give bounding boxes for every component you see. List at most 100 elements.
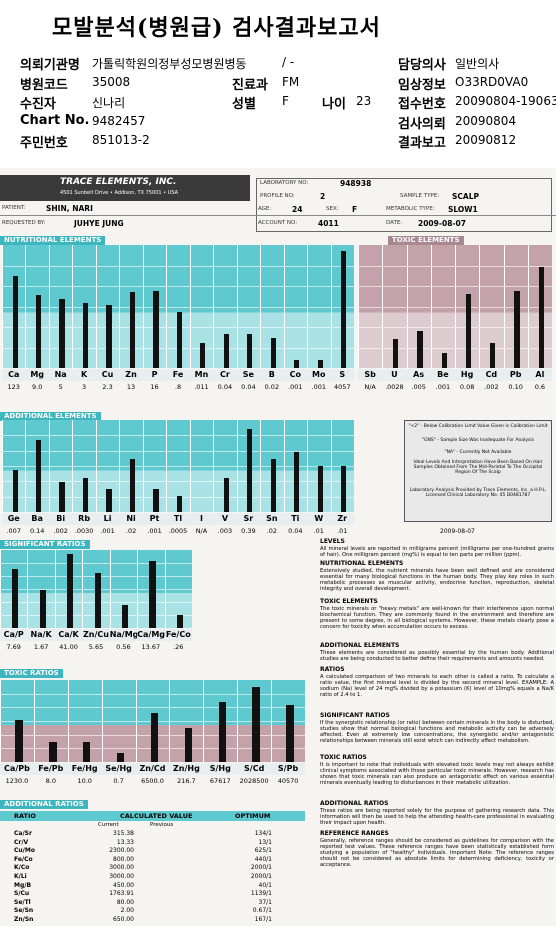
column-divider (164, 550, 166, 642)
element-label: W (307, 513, 331, 525)
patient-rule (0, 215, 556, 216)
element-value: 1.67 (33, 643, 49, 651)
ratio-current: 80.00 (116, 898, 134, 906)
element-value: 6500.0 (141, 777, 164, 785)
bar (12, 469, 18, 512)
band-line (2, 450, 354, 452)
element-label: Ca (2, 369, 26, 381)
field-label: ACCOUNT NO: (258, 220, 298, 226)
note-heading: TOXIC RATIOS (320, 754, 367, 761)
bar (247, 333, 253, 368)
ratio-name: Mg/B (14, 881, 32, 889)
element-label: Co (283, 369, 308, 381)
element-value: 0.08 (459, 383, 475, 391)
note-heading: SIGNIFICANT RATIOS (320, 712, 390, 719)
field-value: 24 (292, 205, 303, 214)
bar (129, 292, 136, 368)
element-label: Mn (189, 369, 214, 381)
ratio-optimum: 134/1 (254, 830, 272, 837)
section-header: SIGNIFICANT RATIOS (0, 540, 90, 549)
ratio-optimum: 37/1 (258, 898, 272, 906)
bar (465, 294, 472, 368)
column-divider (330, 245, 332, 382)
bar (116, 753, 125, 762)
column-divider (203, 680, 205, 776)
bar (94, 573, 101, 628)
element-value: 5 (58, 383, 63, 391)
bar (200, 342, 206, 368)
column-divider (503, 245, 505, 382)
table-header: CALCULATED VALUE (120, 812, 193, 820)
note-heading: RATIOS (320, 666, 345, 673)
ratio-current: 2300.00 (109, 847, 134, 855)
element-label: K (72, 369, 96, 381)
info-value: 35008 (92, 74, 131, 89)
element-label: Se/Hg (101, 763, 136, 775)
band-line (2, 435, 354, 437)
field-value: SCALP (452, 192, 479, 201)
bar (176, 312, 182, 368)
element-label: Bi (48, 513, 73, 525)
bar (67, 553, 74, 628)
element-label: Cr (213, 369, 237, 381)
note-heading: ADDITIONAL ELEMENTS (320, 642, 400, 649)
ratio-optimum: 625/1 (254, 847, 272, 855)
info-label: 임상정보 (398, 77, 446, 93)
field-value: JUHYE JUNG (74, 219, 124, 228)
element-value: .002 (484, 383, 499, 391)
column-divider (48, 245, 50, 382)
bar (82, 302, 89, 368)
element-label: Fe/Hg (67, 763, 102, 775)
column-divider (455, 245, 456, 382)
element-value: N/A (364, 383, 376, 391)
column-divider (67, 680, 69, 776)
table-head-bg (0, 811, 305, 821)
column-divider (142, 420, 144, 526)
bar (317, 466, 323, 512)
info-label: 주민번호 (20, 136, 68, 151)
element-label: B (260, 369, 284, 381)
element-value: N/A (195, 527, 208, 535)
bar (59, 299, 65, 368)
element-value: 8.0 (45, 777, 56, 785)
element-label: Ge (2, 513, 26, 525)
element-value: .001 (288, 383, 303, 391)
element-label: Zn/Cd (135, 763, 170, 775)
column-divider (283, 245, 285, 382)
info-label: Chart No. (20, 112, 90, 128)
table-header: RATIO (14, 812, 36, 820)
report-date: 2009-08-07 (440, 528, 475, 535)
column-divider (0, 550, 1, 642)
table-subheader: Current (98, 822, 119, 828)
element-value: .011 (194, 383, 209, 391)
element-label: Zn/Cu (82, 629, 110, 641)
element-value: 40570 (277, 777, 299, 785)
ratio-current: 2.00 (120, 907, 134, 915)
element-value: 0.04 (288, 527, 303, 535)
column-divider (142, 245, 144, 382)
column-divider (109, 550, 111, 642)
element-label: Rb (72, 513, 96, 525)
column-divider (358, 245, 359, 382)
bar (317, 359, 323, 368)
info-label: 성별 (232, 97, 256, 112)
bar (12, 569, 19, 628)
bar (223, 478, 229, 512)
column-divider (237, 680, 239, 776)
column-divider (189, 420, 191, 526)
field-value: 4011 (318, 219, 339, 228)
element-label: Al (527, 369, 552, 381)
note-heading: TOXIC ELEMENTS (320, 598, 378, 605)
ratio-current: 800.00 (113, 855, 134, 863)
element-label: Na (48, 369, 73, 381)
ratio-optimum: 0.67/1 (252, 907, 272, 915)
element-label: Cu (95, 369, 120, 381)
ratio-current: 450.00 (113, 881, 134, 889)
ratio-optimum: 2000/1 (250, 873, 272, 880)
element-value: .005 (411, 383, 426, 391)
bar (223, 333, 229, 368)
note-text: It is important to note that individuals… (320, 762, 554, 786)
bar (417, 331, 423, 368)
element-label: Cd (479, 369, 504, 381)
